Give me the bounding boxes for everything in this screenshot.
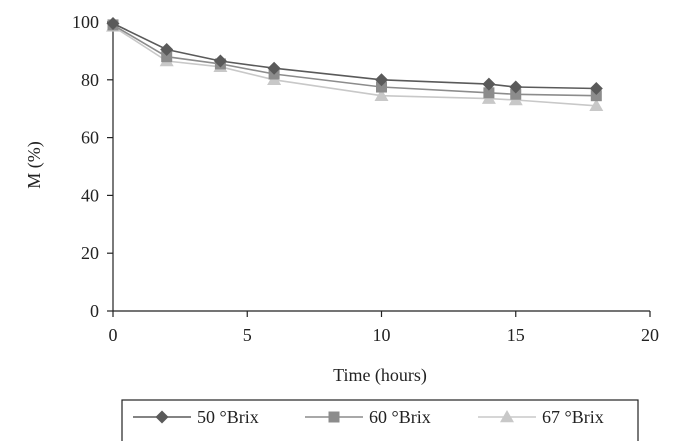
y-tick-label: 60 (81, 128, 99, 148)
legend-item: 50 °Brix (133, 407, 259, 427)
y-tick-label: 0 (90, 301, 99, 321)
legend-marker (155, 410, 169, 424)
series-line (112, 24, 597, 97)
legend-marker (328, 411, 340, 423)
data-point (267, 61, 281, 75)
y-tick-label: 20 (81, 243, 99, 263)
data-point (510, 88, 522, 100)
axes: 0 20 40 60 80 100 0 5 10 15 20 (72, 12, 659, 345)
legend-item: 67 °Brix (478, 407, 604, 427)
x-tick-label: 0 (109, 325, 118, 345)
data-point (483, 87, 495, 99)
legend-box (121, 399, 639, 441)
data-point (589, 81, 603, 95)
y-axis-title: M (%) (24, 141, 45, 189)
data-point (106, 16, 120, 30)
data-point (376, 81, 387, 93)
legend-label: 50 °Brix (197, 407, 259, 427)
data-point (160, 42, 174, 56)
plot-area (106, 16, 604, 112)
series-3 (106, 19, 604, 112)
data-point (590, 90, 602, 102)
y-tick-label: 100 (72, 12, 99, 32)
x-tick-label: 5 (243, 325, 252, 345)
series-2 (107, 19, 602, 102)
legend-item: 60 °Brix (305, 407, 431, 427)
x-tick-label: 10 (373, 325, 391, 345)
data-point (161, 51, 173, 63)
legend-label: 67 °Brix (542, 407, 604, 427)
data-point (589, 98, 604, 112)
data-point (375, 73, 388, 87)
legend-marker (500, 410, 514, 423)
y-tick-label: 80 (81, 70, 99, 90)
data-point (213, 54, 227, 68)
data-point (374, 88, 389, 101)
series-line (112, 25, 597, 107)
series-1 (106, 16, 603, 95)
series-line (112, 22, 597, 90)
x-axis-title: Time (hours) (333, 365, 427, 386)
data-point (509, 80, 523, 94)
legend-label: 60 °Brix (369, 407, 431, 427)
legend: 50 °Brix 60 °Brix 67 °Brix (121, 399, 639, 441)
data-point (482, 77, 496, 91)
x-tick-label: 20 (641, 325, 659, 345)
x-tick-label: 15 (507, 325, 525, 345)
y-tick-label: 40 (81, 185, 99, 205)
